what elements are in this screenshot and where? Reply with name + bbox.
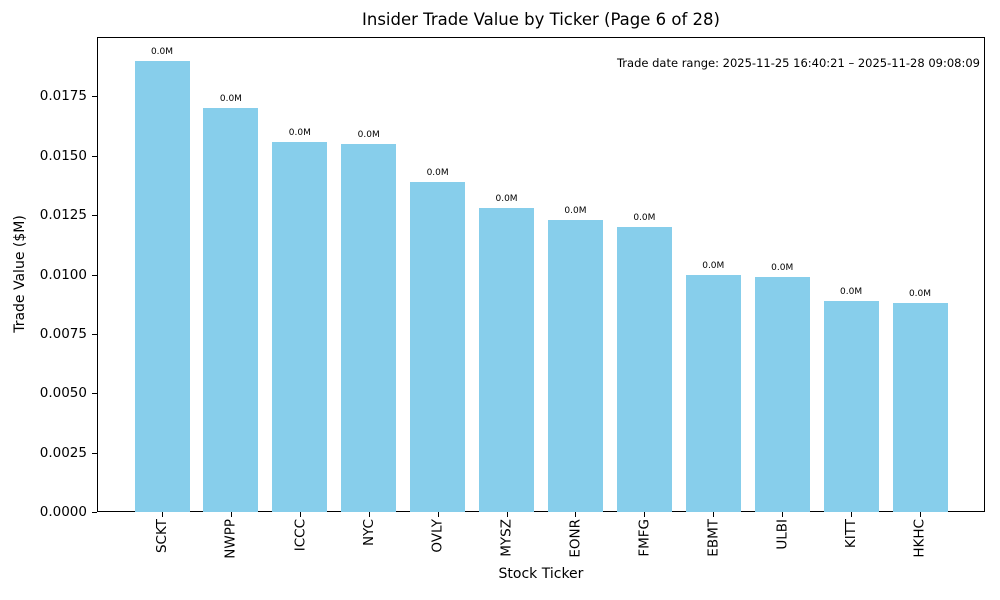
bar-value-label: 0.0M (495, 194, 518, 204)
x-tick-label: ULBI (774, 519, 791, 550)
bar-sckt (134, 60, 190, 512)
bar-value-label: 0.0M (426, 167, 449, 178)
x-tick-mark (782, 512, 783, 517)
bar-value-label: 0.0M (288, 127, 311, 138)
y-tick-mark (92, 275, 97, 276)
y-tick-label: 0.0000 (39, 504, 87, 520)
bar-iccc (272, 141, 328, 512)
x-tick-mark (507, 512, 508, 517)
x-tick-mark (575, 512, 576, 517)
x-tick-mark (162, 512, 163, 517)
bar-nyc (341, 143, 397, 512)
x-tick-mark (438, 512, 439, 517)
bar-kitt (823, 300, 879, 512)
y-tick-mark (92, 215, 97, 216)
y-tick-label: 0.0150 (39, 148, 87, 164)
y-tick-label: 0.0175 (39, 88, 87, 104)
x-tick-label: KITT (843, 519, 860, 549)
x-tick-mark (231, 512, 232, 517)
x-tick-label: EONR (567, 519, 584, 558)
x-tick-label: ICCC (291, 519, 308, 552)
y-tick-label: 0.0050 (39, 385, 87, 401)
bar-hkhc (892, 303, 948, 512)
bar-ebmt (685, 274, 741, 512)
y-tick-label: 0.0100 (39, 267, 87, 283)
bar-value-label: 0.0M (908, 289, 932, 299)
bar-eonr (547, 219, 603, 512)
bar-value-label: 0.0M (150, 46, 174, 57)
bar-mysz (479, 208, 535, 512)
x-tick-mark (851, 512, 852, 517)
bar-value-label: 0.0M (840, 286, 863, 297)
y-tick-mark (92, 393, 97, 394)
trade-date-range-annotation: Trade date range: 2025-11-25 16:40:21 – … (616, 56, 980, 70)
x-tick-label: NWPP (222, 519, 239, 559)
y-tick-mark (92, 334, 97, 335)
y-tick-label: 0.0075 (39, 326, 87, 342)
x-tick-label: OVLY (429, 519, 446, 553)
y-tick-mark (92, 512, 97, 513)
x-tick-label: EBMT (705, 519, 722, 557)
bar-value-label: 0.0M (564, 205, 587, 216)
bar-value-label: 0.0M (357, 129, 380, 140)
bar-ulbi (754, 276, 810, 512)
bar-fmfg (616, 227, 672, 512)
bar-value-label: 0.0M (771, 262, 794, 273)
chart-title: Insider Trade Value by Ticker (Page 6 of… (362, 10, 720, 29)
x-tick-label: FMFG (636, 519, 653, 557)
y-tick-mark (92, 96, 97, 97)
y-tick-label: 0.0025 (39, 445, 87, 461)
x-tick-mark (713, 512, 714, 517)
bar-ovly (410, 181, 466, 512)
x-tick-mark (369, 512, 370, 517)
x-tick-label: HKHC (912, 519, 928, 558)
y-tick-mark (92, 453, 97, 454)
x-tick-label: MYSZ (498, 519, 515, 557)
x-axis-label: Stock Ticker (498, 566, 584, 582)
x-tick-label: NYC (360, 519, 377, 547)
y-tick-label: 0.0125 (39, 207, 87, 223)
y-tick-mark (92, 156, 97, 157)
x-tick-mark (300, 512, 301, 517)
x-tick-mark (920, 512, 921, 517)
x-tick-mark (644, 512, 645, 517)
bar-nwpp (203, 108, 259, 512)
bar-value-label: 0.0M (219, 94, 242, 105)
bar-value-label: 0.0M (633, 213, 656, 223)
bar-value-label: 0.0M (702, 260, 725, 271)
x-tick-label: SCKT (154, 519, 170, 554)
